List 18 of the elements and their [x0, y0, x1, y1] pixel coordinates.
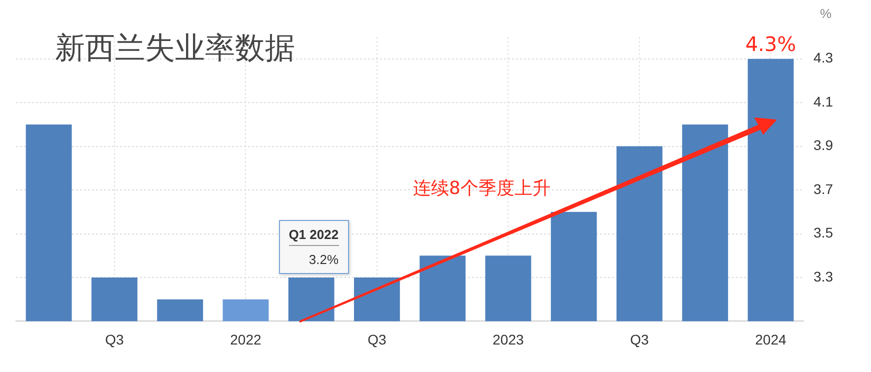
- annotation: 3.2%: [308, 252, 339, 268]
- y-axis-title: %: [820, 6, 832, 21]
- y-tick-label: 3.3: [814, 268, 834, 284]
- y-tick-label: 3.9: [814, 137, 834, 154]
- y-tick-label: 4.1: [814, 93, 834, 110]
- x-tick-label: Q3: [368, 331, 386, 348]
- y-tick-label: 4.3: [814, 50, 834, 66]
- annotation: 连续8个季度上升: [413, 177, 550, 200]
- annotation: 4.3%: [745, 32, 796, 56]
- y-tick-label: 3.7: [814, 180, 834, 197]
- annotation: Q1 2022: [288, 227, 339, 246]
- x-tick-label: 2022: [230, 331, 262, 348]
- x-tick-label: Q3: [630, 331, 650, 348]
- x-tick-label: Q3: [105, 331, 124, 348]
- x-tick-label: 2024: [755, 331, 787, 348]
- x-tick-label: 2023: [492, 331, 524, 348]
- y-tick-label: 3.5: [814, 224, 834, 241]
- chart-title: 新西兰失业率数据: [55, 30, 295, 68]
